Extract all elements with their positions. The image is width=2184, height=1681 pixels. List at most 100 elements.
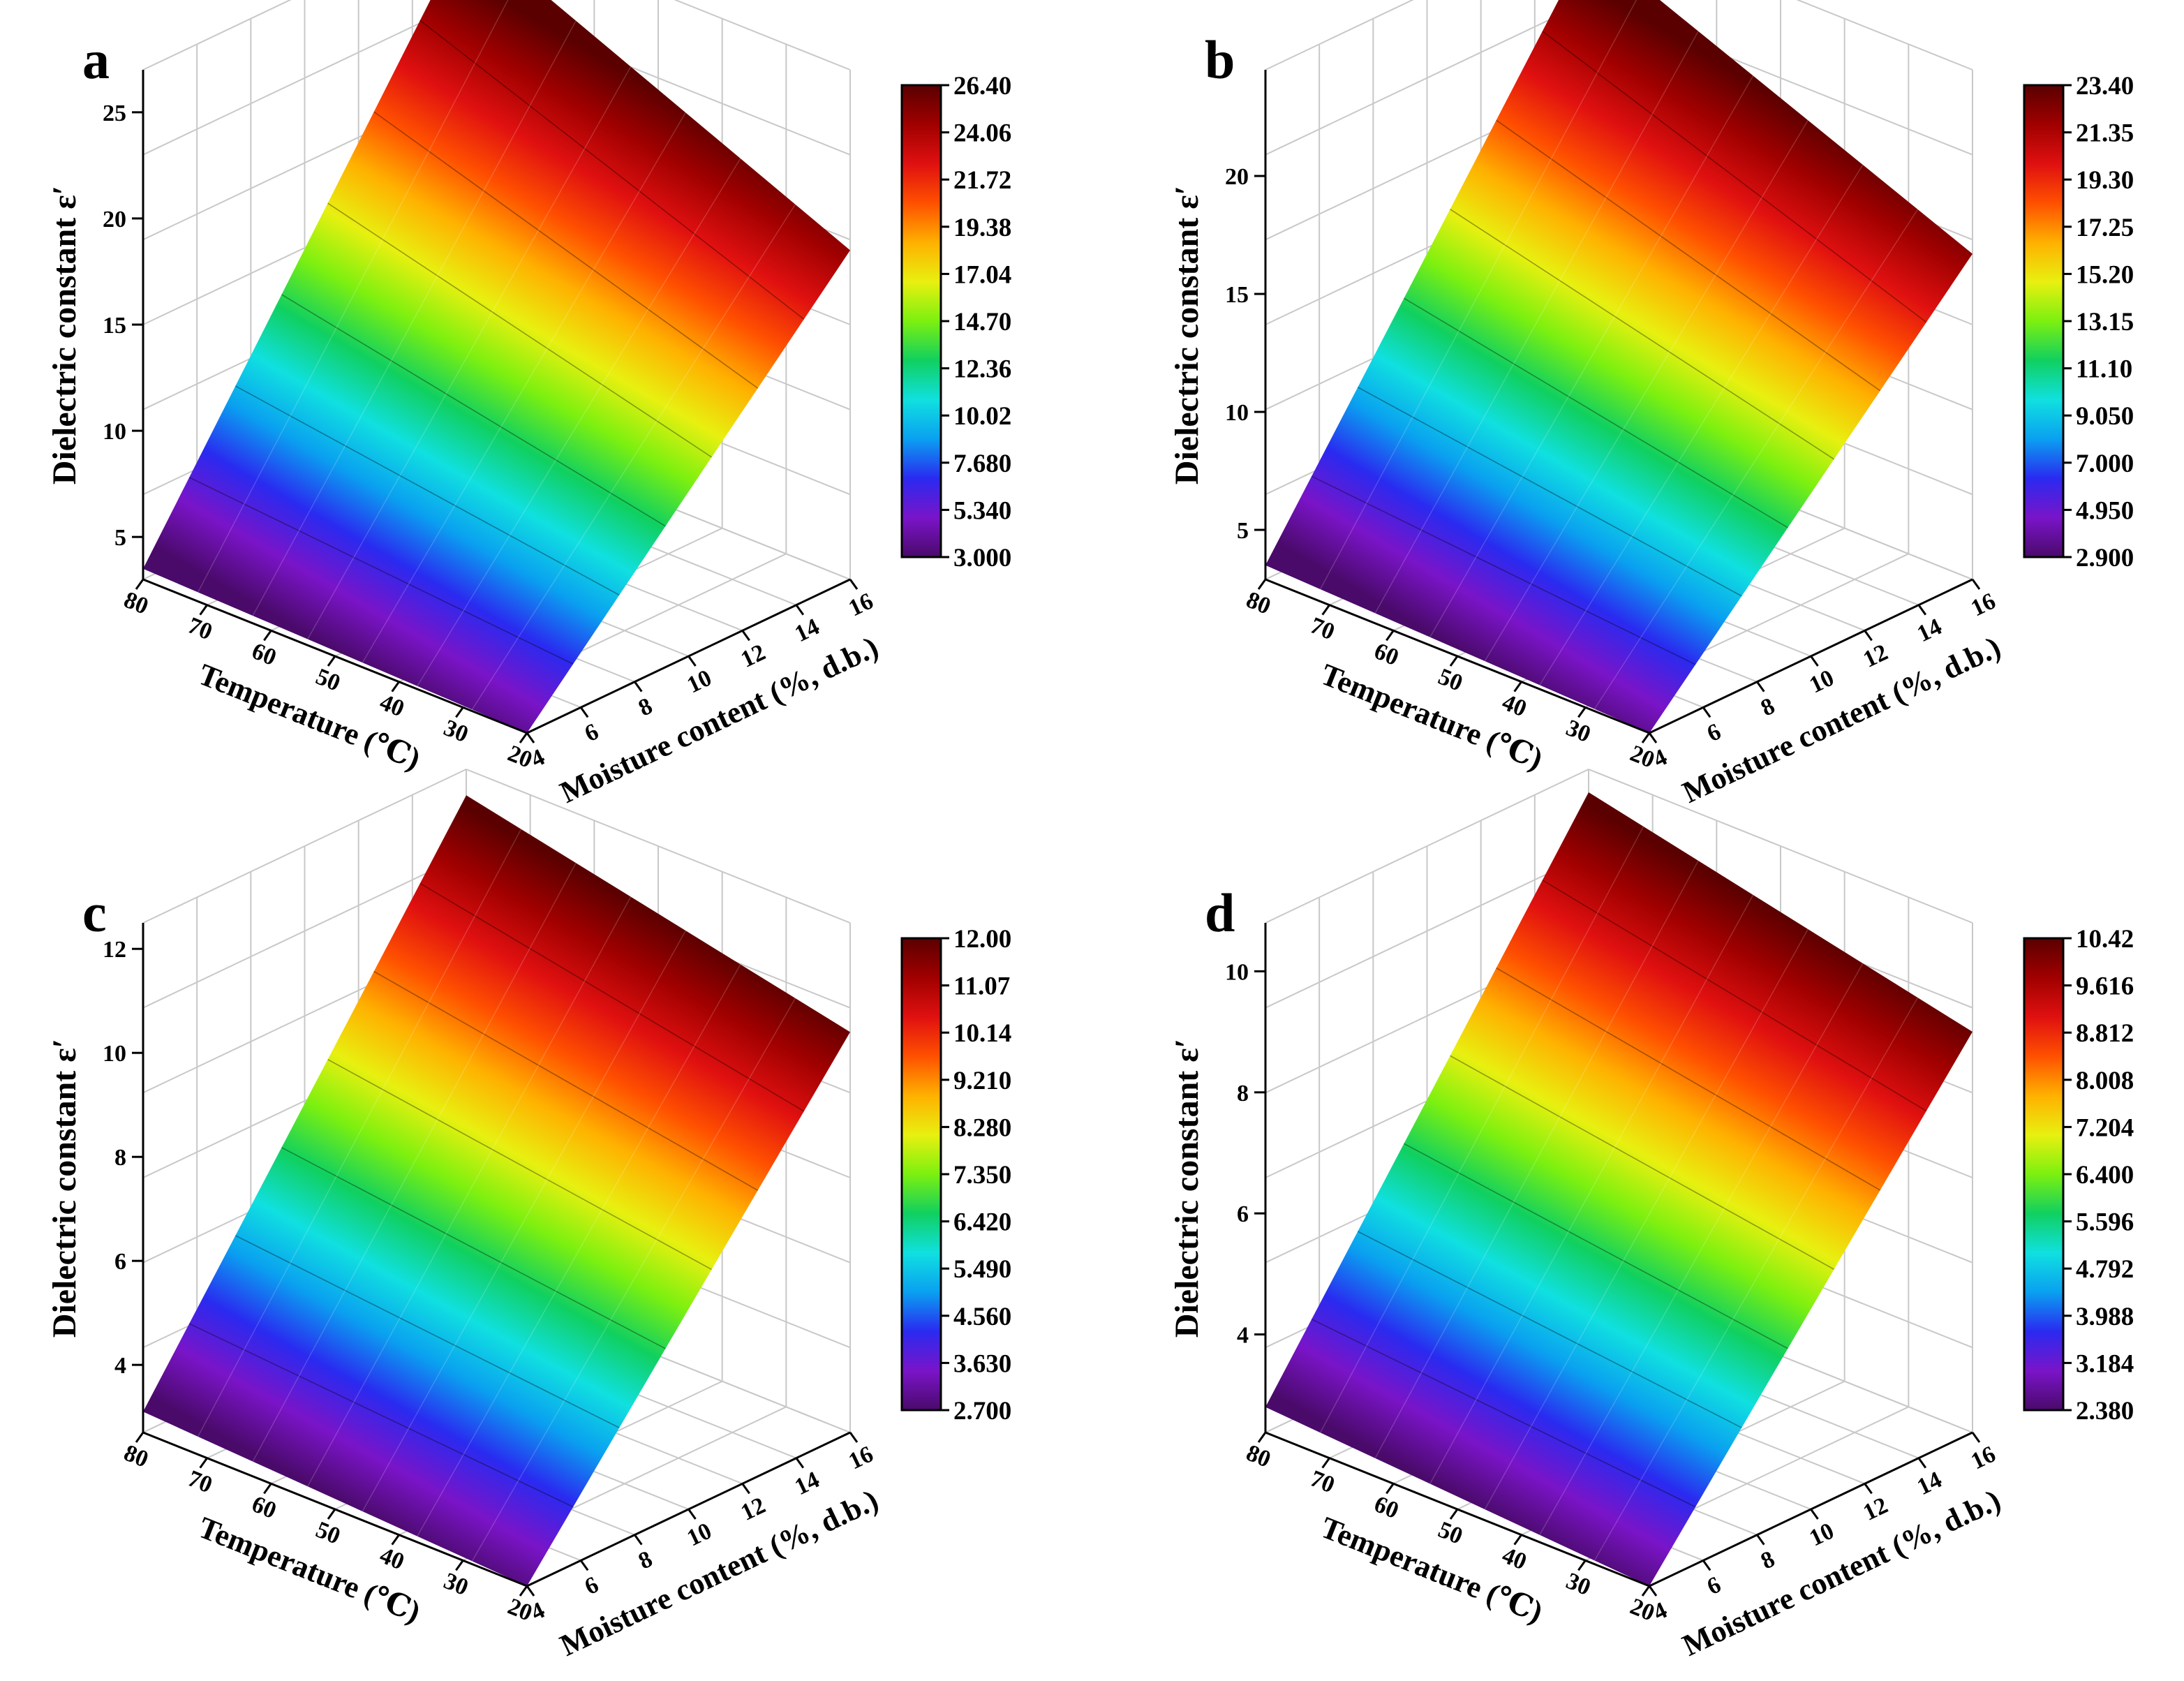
mesh-line — [1539, 164, 1864, 686]
colorbar-tick-label: 9.050 — [2076, 402, 2134, 431]
y-tick-label: 16 — [1967, 1442, 2000, 1475]
y-tick — [526, 732, 535, 743]
x-tick — [1513, 681, 1522, 693]
colorbar-tick-label: 19.38 — [953, 214, 1011, 242]
colorbar-tick-label: 6.400 — [2076, 1161, 2134, 1190]
colorbar — [2023, 937, 2065, 1412]
mesh-line — [471, 998, 796, 1562]
colorbar-tick-label: 6.420 — [953, 1208, 1011, 1237]
y-tick — [1702, 706, 1711, 718]
y-tick — [1810, 1509, 1819, 1520]
z-tick-label: 10 — [103, 1041, 126, 1067]
y-tick — [1864, 630, 1873, 642]
mesh-line — [188, 477, 574, 665]
y-tick-label: 10 — [1806, 665, 1838, 699]
y-tick — [795, 1457, 805, 1469]
mesh-line — [1319, 826, 1644, 1433]
mesh-line — [252, 862, 577, 1462]
z-tick-label: 5 — [1237, 518, 1249, 544]
y-axis-label: Moisture content (%, d.b.) — [1677, 1483, 2006, 1663]
colorbar-tick-label: 12.00 — [953, 925, 1011, 954]
colorbar-tick-label: 24.06 — [953, 119, 1011, 148]
y-tick — [1917, 604, 1927, 616]
colorbar-tick-label: 5.490 — [953, 1255, 1011, 1284]
x-tick — [1577, 1560, 1587, 1571]
x-tick — [263, 630, 272, 642]
x-tick — [455, 1560, 464, 1571]
x-tick-label: 70 — [1307, 612, 1338, 645]
x-tick-label: 70 — [1307, 1465, 1338, 1498]
mesh-line — [362, 112, 686, 663]
colorbar-tick-label: 5.340 — [953, 496, 1011, 525]
y-tick — [1917, 1457, 1927, 1469]
colorbar-tick-label: 3.184 — [2076, 1349, 2134, 1378]
surface-b — [1265, 0, 1973, 733]
z-tick-label: 8 — [114, 1145, 126, 1171]
x-tick-label: 80 — [120, 1440, 151, 1473]
x-tick — [391, 1534, 400, 1546]
colorbar-tick-label: 17.04 — [953, 260, 1011, 289]
y-tick — [526, 1585, 535, 1597]
colorbar-tick-label: 10.14 — [953, 1019, 1011, 1048]
colorbar-tick-label: 2.900 — [2076, 544, 2134, 572]
y-tick — [1810, 656, 1819, 667]
x-tick-label: 80 — [1242, 1440, 1274, 1473]
mesh-line — [307, 896, 632, 1487]
colorbar-tick-label: 13.15 — [2076, 308, 2134, 336]
z-tick-label: 12 — [103, 937, 126, 963]
x-tick — [1386, 630, 1395, 642]
x-tick — [1641, 1585, 1651, 1597]
surface-a — [143, 0, 850, 733]
mesh-line — [252, 20, 577, 616]
colorbar-tick-label: 7.204 — [2076, 1113, 2134, 1142]
mesh-line — [1357, 1231, 1742, 1428]
mesh-line — [373, 970, 759, 1191]
mesh-line — [235, 1235, 620, 1428]
mesh-line — [419, 20, 805, 320]
mesh-line — [281, 294, 666, 527]
x-tick — [1321, 1457, 1330, 1469]
mesh-line — [1404, 297, 1788, 528]
x-tick-label: 70 — [184, 1465, 216, 1498]
x-tick — [1449, 1509, 1459, 1520]
x-tick-label: 50 — [312, 1517, 343, 1550]
mesh-line — [188, 1323, 574, 1508]
y-tick-label: 6 — [1703, 1571, 1725, 1600]
x-tick — [1641, 732, 1651, 743]
y-tick — [1702, 1560, 1711, 1571]
x-tick — [519, 1585, 528, 1597]
colorbar-tick-label: 4.792 — [2076, 1255, 2134, 1284]
mesh-line — [1374, 860, 1699, 1459]
colorbar-tick-label: 8.280 — [953, 1113, 1011, 1142]
y-tick-label: 6 — [581, 718, 602, 747]
y-tick — [849, 1432, 859, 1443]
x-tick — [199, 1457, 208, 1469]
colorbar-tick-label: 21.72 — [953, 166, 1011, 195]
y-tick — [849, 579, 859, 590]
colorbar-tick-label: 10.42 — [2076, 925, 2134, 954]
x-tick — [199, 604, 208, 616]
y-tick — [579, 706, 589, 718]
colorbar-tick-label: 19.30 — [2076, 166, 2134, 195]
z-tick-label: 15 — [103, 313, 126, 339]
mesh-line — [1429, 894, 1754, 1484]
mesh-line — [1484, 928, 1808, 1510]
x-tick-label: 60 — [248, 1491, 280, 1524]
mesh-line — [281, 1147, 666, 1349]
panel-letter: b — [1205, 29, 1235, 90]
y-tick — [1756, 1534, 1765, 1546]
colorbar-tick-label: 9.210 — [953, 1067, 1011, 1095]
mesh-line — [327, 202, 713, 458]
y-tick-label: 6 — [1703, 718, 1725, 747]
z-axis-label: Dielectric constant ε′ — [46, 1039, 83, 1338]
mesh-line — [1542, 31, 1927, 323]
y-tick — [688, 656, 697, 667]
mesh-line — [327, 1058, 712, 1271]
y-tick-label: 8 — [1757, 1546, 1778, 1575]
mesh-line — [373, 111, 759, 389]
mesh-line — [362, 930, 686, 1512]
z-tick-label: 6 — [1237, 1201, 1249, 1227]
mesh-line — [1319, 0, 1637, 590]
x-tick-label: 80 — [1242, 587, 1274, 620]
